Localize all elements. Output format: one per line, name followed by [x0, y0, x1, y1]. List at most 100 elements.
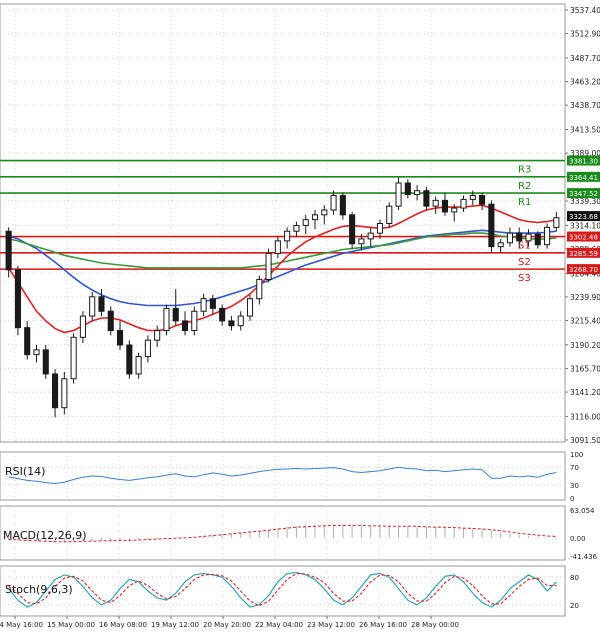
level-name-s3: S3: [518, 273, 531, 284]
candle-body: [52, 373, 59, 409]
candle-body: [516, 232, 523, 242]
macd-signal-line: [8, 524, 557, 543]
candle-body: [460, 198, 467, 209]
macd-tick-label: 63.054: [570, 507, 595, 515]
candle-body: [126, 344, 133, 375]
level-name-r3: R3: [518, 165, 531, 176]
candle-body: [14, 269, 21, 329]
x-tick-label: 28 May 00:00: [411, 621, 459, 629]
candle-body: [144, 339, 151, 358]
candle-body: [497, 242, 504, 248]
candle-body: [553, 217, 560, 228]
rsi-tick-label: 70: [570, 464, 579, 472]
rsi-tick-label: 0: [570, 495, 574, 503]
candle-body: [349, 214, 356, 245]
y-tick-label: 3091.50: [570, 436, 600, 445]
level-price-tag-s2: [567, 247, 600, 258]
level-price-label-s3: 3268.70: [569, 266, 598, 274]
level-price-label-s2: 3285.59: [569, 250, 598, 258]
candle-body: [163, 307, 170, 332]
candle-body: [181, 320, 189, 332]
candle-body: [441, 199, 449, 213]
y-tick-label: 3190.20: [570, 341, 600, 350]
candle-body: [200, 298, 207, 312]
candle-body: [386, 205, 393, 225]
candle-body: [209, 298, 216, 309]
ma-slow-line: [8, 229, 557, 307]
x-tick-label: 23 May 12:00: [307, 621, 355, 629]
y-tick-label: 3413.50: [570, 125, 600, 134]
candle-body: [89, 296, 96, 317]
y-tick-label: 3239.90: [570, 293, 600, 302]
candle-body: [154, 330, 161, 341]
y-tick-label: 3389.00: [570, 149, 600, 158]
candle-body: [321, 209, 328, 216]
candle-body: [451, 207, 458, 213]
candle-body: [5, 230, 12, 271]
candle-body: [172, 307, 179, 322]
candle-body: [395, 182, 402, 207]
candle-body: [544, 226, 551, 246]
candle-body: [116, 330, 124, 346]
y-tick-label: 3116.00: [570, 412, 600, 421]
macd-tick-label: -41.436: [570, 553, 598, 561]
macd-label: MACD(12,26,9): [3, 529, 87, 542]
level-price-tag-s1: [567, 231, 600, 242]
candle-body: [256, 278, 263, 300]
rsi-line: [8, 466, 557, 485]
candle-body: [228, 320, 235, 327]
candle-body: [61, 378, 68, 409]
level-price-label-r2: 3364.41: [569, 174, 598, 182]
candle-body: [42, 349, 49, 375]
level-price-tag-r1: [567, 188, 600, 199]
candle-body: [367, 232, 374, 240]
level-price-label-r3: 3381.30: [569, 158, 598, 166]
candle-body: [191, 310, 198, 332]
y-tick-label: 3487.70: [570, 54, 600, 63]
level-price-tag-r3: [567, 155, 600, 166]
y-tick-label: 3165.70: [570, 364, 600, 373]
candle-body: [265, 252, 272, 280]
level-name-s2: S2: [518, 257, 531, 268]
macd-tick-label: 0.00: [570, 535, 586, 543]
stoch-tick-label: 20: [570, 602, 579, 610]
y-tick-label: 3537.40: [570, 6, 600, 15]
candle-body: [274, 240, 281, 254]
y-tick-label: 3314.10: [570, 221, 600, 230]
level-price-label-r1: 3347.52: [569, 190, 598, 198]
stoch-k-line: [8, 572, 557, 608]
candle-body: [302, 219, 309, 226]
candle-body: [330, 195, 337, 211]
candle-body: [414, 190, 421, 196]
x-tick-label: 16 May 08:00: [99, 621, 147, 629]
x-tick-label: 26 May 16:00: [359, 621, 407, 629]
rsi-tick-label: 30: [570, 482, 579, 490]
candle-body: [135, 356, 142, 375]
level-name-r1: R1: [518, 197, 531, 208]
candle-body: [404, 182, 411, 196]
stoch-d-line: [8, 572, 557, 607]
candle-body: [219, 307, 226, 322]
rsi-tick-label: 100: [570, 451, 583, 459]
last-price-tag: [567, 211, 600, 222]
candle-body: [376, 223, 384, 234]
y-tick-label: 3463.20: [570, 78, 600, 87]
x-tick-label: 20 May 20:00: [203, 621, 251, 629]
candle-body: [339, 195, 346, 216]
x-tick-label: 22 May 04:00: [255, 621, 303, 629]
candle-body: [506, 232, 513, 244]
candle-body: [284, 230, 291, 242]
candle-body: [237, 315, 244, 327]
last-price-label: 3323.68: [569, 213, 598, 221]
candle-body: [534, 233, 541, 246]
candle-body: [525, 233, 532, 242]
level-name-r2: R2: [518, 181, 531, 192]
candle-body: [432, 199, 439, 207]
candle-body: [293, 224, 300, 232]
candle-body: [479, 195, 486, 205]
stoch-label: Stoch(9,6,3): [5, 583, 73, 596]
level-price-tag-r2: [567, 171, 600, 182]
candle-body: [358, 238, 365, 245]
x-tick-label: 15 May 00:00: [47, 621, 95, 629]
